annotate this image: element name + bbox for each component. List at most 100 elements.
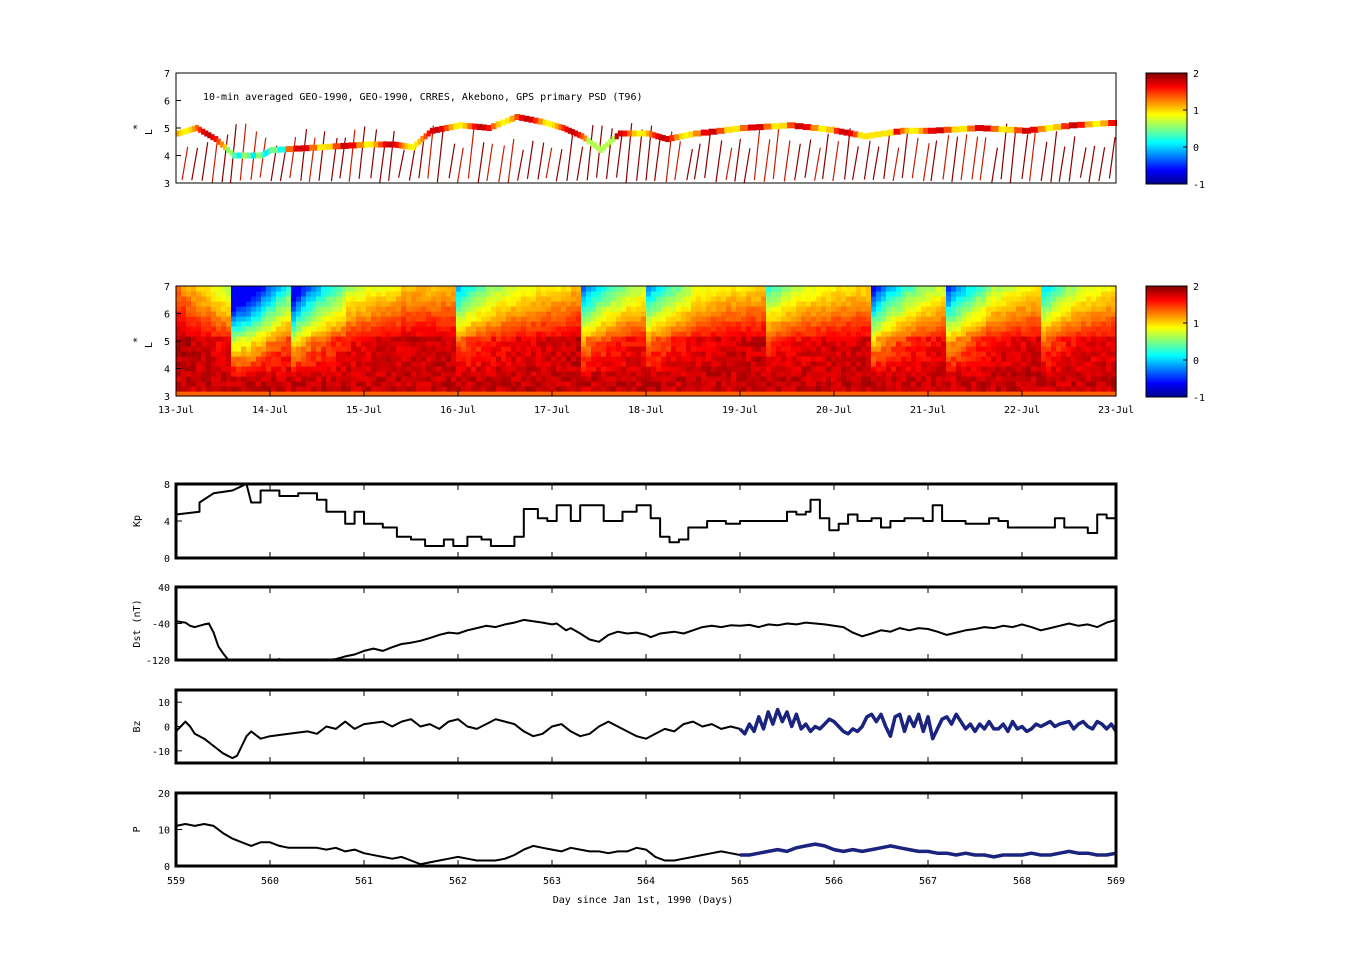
psd-reanalysis-cell	[1011, 331, 1017, 337]
psd-reanalysis-cell	[321, 316, 327, 322]
psd-reanalysis-cell	[236, 376, 242, 382]
psd-reanalysis-cell	[501, 286, 507, 292]
psd-reanalysis-cell	[866, 321, 872, 327]
psd-reanalysis-cell	[701, 366, 707, 372]
psd-reanalysis-cell	[921, 286, 927, 292]
psd-reanalysis-cell	[1001, 341, 1007, 347]
psd-reanalysis-cell	[716, 296, 722, 302]
psd-reanalysis-cell	[346, 291, 352, 297]
psd-reanalysis-cell	[291, 286, 297, 292]
psd-reanalysis-cell	[341, 341, 347, 347]
psd-reanalysis-cell	[621, 321, 627, 327]
psd-reanalysis-cell	[781, 286, 787, 292]
psd-reanalysis-cell	[921, 306, 927, 312]
psd-reanalysis-cell	[521, 361, 527, 367]
psd-reanalysis-cell	[921, 356, 927, 362]
psd-reanalysis-cell	[606, 291, 612, 297]
psd-reanalysis-cell	[666, 386, 672, 392]
psd-reanalysis-cell	[661, 286, 667, 292]
psd-reanalysis-cell	[1031, 321, 1037, 327]
psd-reanalysis-cell	[486, 351, 492, 357]
psd-reanalysis-cell	[916, 351, 922, 357]
psd-reanalysis-cell	[1061, 376, 1067, 382]
psd-reanalysis-cell	[726, 361, 732, 367]
psd-reanalysis-cell	[711, 316, 717, 322]
psd-reanalysis-cell	[946, 316, 952, 322]
psd-reanalysis-cell	[281, 321, 287, 327]
psd-reanalysis-cell	[846, 366, 852, 372]
psd-reanalysis-cell	[661, 366, 667, 372]
psd-reanalysis-cell	[186, 391, 192, 397]
psd-reanalysis-cell	[246, 376, 252, 382]
psd-reanalysis-cell	[1021, 346, 1027, 352]
psd-reanalysis-cell	[426, 301, 432, 307]
psd-reanalysis-cell	[921, 301, 927, 307]
psd-reanalysis-cell	[501, 291, 507, 297]
psd-reanalysis-cell	[1006, 286, 1012, 292]
psd-reanalysis-cell	[586, 361, 592, 367]
psd-reanalysis-cell	[1016, 336, 1022, 342]
psd-reanalysis-cell	[276, 321, 282, 327]
psd-reanalysis-cell	[996, 291, 1002, 297]
psd-reanalysis-cell	[856, 301, 862, 307]
psd-reanalysis-cell	[311, 326, 317, 332]
psd-reanalysis-cell	[286, 311, 292, 317]
psd-observed-trace-cell	[542, 119, 547, 126]
psd-observed-streak	[300, 129, 308, 181]
psd-reanalysis-cell	[956, 356, 962, 362]
psd-reanalysis-cell	[721, 381, 727, 387]
psd-reanalysis-cell	[571, 321, 577, 327]
psd-observed-trace-cell	[262, 151, 265, 158]
psd-reanalysis-cell	[526, 386, 532, 392]
psd-reanalysis-cell	[386, 296, 392, 302]
psd-reanalysis-cell	[946, 351, 952, 357]
psd-reanalysis-cell	[621, 341, 627, 347]
psd-reanalysis-cell	[611, 356, 617, 362]
psd-reanalysis-cell	[361, 361, 367, 367]
psd-reanalysis-cell	[891, 391, 897, 397]
psd-reanalysis-cell	[981, 381, 987, 387]
psd-observed-trace-cell	[533, 117, 539, 124]
psd-reanalysis-cell	[806, 336, 812, 342]
psd-observed-trace-cell	[490, 123, 497, 130]
psd-reanalysis-cell	[946, 356, 952, 362]
psd-reanalysis-cell	[576, 386, 582, 392]
psd-reanalysis-cell	[761, 306, 767, 312]
psd-reanalysis-cell	[696, 366, 702, 372]
psd-observed-trace-cell	[724, 126, 734, 133]
psd-observed-trace-cell	[204, 130, 209, 137]
psd-reanalysis-cell	[776, 336, 782, 342]
psd-reanalysis-cell	[326, 306, 332, 312]
psd-reanalysis-cell	[826, 386, 832, 392]
psd-reanalysis-cell	[241, 371, 247, 377]
psd-reanalysis-cell	[766, 326, 772, 332]
psd-reanalysis-cell	[296, 386, 302, 392]
psd-reanalysis-cell	[521, 356, 527, 362]
psd-reanalysis-cell	[731, 331, 737, 337]
psd-reanalysis-cell	[766, 366, 772, 372]
psd-reanalysis-cell	[776, 331, 782, 337]
psd-reanalysis-cell	[346, 286, 352, 292]
psd-reanalysis-cell	[386, 311, 392, 317]
psd-reanalysis-cell	[1106, 381, 1112, 387]
psd-reanalysis-cell	[351, 311, 357, 317]
psd-reanalysis-cell	[181, 331, 187, 337]
psd-reanalysis-cell	[396, 311, 402, 317]
psd-reanalysis-cell	[961, 376, 967, 382]
psd-reanalysis-cell	[416, 391, 422, 397]
psd-reanalysis-cell	[216, 311, 222, 317]
psd-reanalysis-cell	[1036, 316, 1042, 322]
psd-reanalysis-cell	[446, 351, 452, 357]
psd-reanalysis-cell	[296, 341, 302, 347]
psd-reanalysis-cell	[1076, 371, 1082, 377]
psd-reanalysis-cell	[761, 336, 767, 342]
psd-reanalysis-cell	[196, 391, 202, 397]
psd-reanalysis-cell	[366, 301, 372, 307]
psd-reanalysis-cell	[521, 391, 527, 397]
psd-reanalysis-cell	[376, 341, 382, 347]
psd-reanalysis-cell	[996, 356, 1002, 362]
psd-reanalysis-cell	[526, 376, 532, 382]
psd-reanalysis-cell	[401, 331, 407, 337]
psd-reanalysis-cell	[221, 346, 227, 352]
